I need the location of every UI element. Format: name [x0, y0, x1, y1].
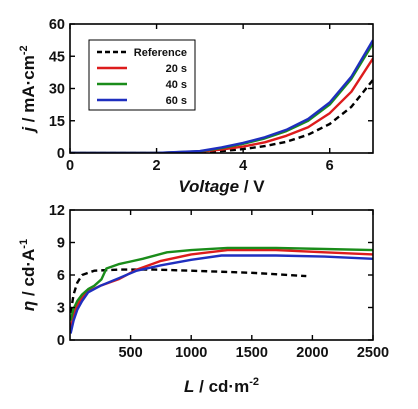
series-line-3 — [70, 246, 373, 321]
x-axis-label: L / cd·m-2 — [184, 376, 259, 396]
y-tick-label: 0 — [57, 146, 65, 162]
series-line-4 — [70, 39, 373, 153]
y-axis-label: j / mA·cm-2 — [18, 45, 38, 133]
x-tick-label: 2500 — [357, 345, 389, 361]
series-line-1 — [70, 268, 307, 314]
y-tick-label: 60 — [49, 17, 65, 33]
x-tick-label: 2 — [153, 158, 161, 174]
x-tick-label: 1000 — [175, 345, 207, 361]
y-tick-label: 0 — [57, 333, 65, 349]
y-tick-label: 45 — [49, 49, 65, 65]
y-tick-label: 9 — [57, 236, 65, 252]
legend-entry: 40 s — [166, 79, 187, 91]
bottom-chart-efficiency: 500 1000 1500 2000 2500 0 3 6 9 12 L / cd·m-2 η / c… — [18, 203, 389, 396]
x-tick-label: 6 — [326, 158, 334, 174]
y-tick-label: 30 — [49, 82, 65, 98]
x-axis-label: Voltage / V — [178, 177, 265, 196]
x-tick-label: 0 — [66, 158, 74, 174]
legend-entry: 20 s — [166, 63, 187, 75]
series-line-2 — [70, 248, 373, 330]
y-tick-label: 12 — [49, 203, 65, 219]
series-line-4 — [70, 254, 373, 334]
y-tick-label: 3 — [57, 301, 65, 317]
plot-frame — [69, 209, 374, 341]
legend-entry: Reference — [134, 47, 187, 59]
y-axis-label: η / cd·A-1 — [18, 239, 38, 311]
x-tick-label: 500 — [118, 345, 142, 361]
x-tick-label: 4 — [239, 158, 247, 174]
x-tick-label: 1500 — [236, 345, 268, 361]
x-tick-label: 2000 — [296, 345, 328, 361]
legend-entry: 60 s — [166, 95, 187, 107]
y-tick-label: 15 — [49, 114, 65, 130]
y-tick-label: 6 — [57, 268, 65, 284]
